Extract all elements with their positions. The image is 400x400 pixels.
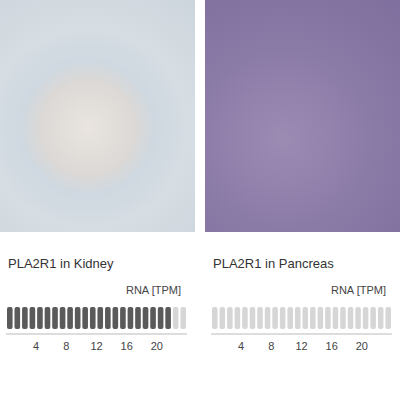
html-text:RNA [TPM]: RNA [TPM] xyxy=(331,284,386,296)
svg-text:16: 16 xyxy=(121,340,133,352)
html-text:RNA [TPM]: RNA [TPM] xyxy=(126,284,181,296)
svg-text:12: 12 xyxy=(90,340,102,352)
svg-text:16: 16 xyxy=(326,340,338,352)
svg-text:4: 4 xyxy=(238,340,244,352)
svg-text:8: 8 xyxy=(268,340,274,352)
svg-text:4: 4 xyxy=(33,340,39,352)
svg-text:8: 8 xyxy=(63,340,69,352)
svg-text:20: 20 xyxy=(151,340,163,352)
html-text:PLA2R1 in Kidney: PLA2R1 in Kidney xyxy=(8,256,114,271)
svg-text:12: 12 xyxy=(295,340,307,352)
svg-text:20: 20 xyxy=(356,340,368,352)
html-text:PLA2R1 in Pancreas: PLA2R1 in Pancreas xyxy=(213,256,334,271)
